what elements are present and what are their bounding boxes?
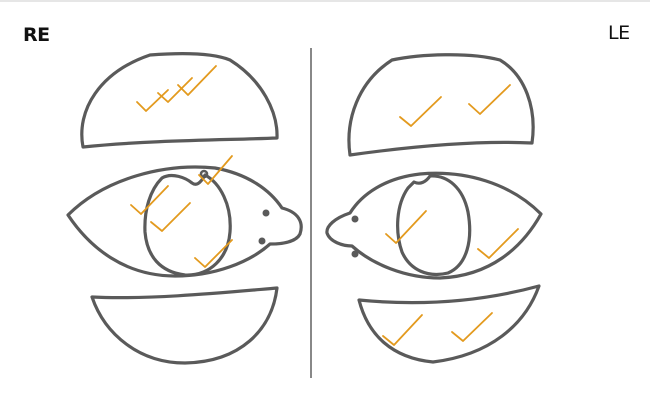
le-caruncle-dot-upper [351, 215, 359, 223]
re-upper-lid [80, 52, 279, 149]
right-eye-group [66, 52, 303, 365]
check-mark-icon [177, 65, 217, 96]
re-caruncle-dot-upper [262, 209, 270, 217]
check-mark-icon [136, 89, 169, 112]
re-iris [143, 173, 232, 277]
check-mark-icon [477, 228, 519, 259]
le-iris [396, 174, 472, 276]
le-lower-lid [357, 284, 541, 364]
left-eye-label: LE [608, 22, 630, 44]
left-eye-group [325, 53, 543, 364]
check-mark-icon [194, 239, 233, 268]
check-mark-icon [157, 77, 193, 103]
check-mark-icon [130, 185, 169, 215]
re-iris-notch [199, 169, 209, 179]
check-mark-icon [468, 84, 511, 115]
le-upper-lid [347, 53, 535, 157]
check-mark-icon [150, 202, 191, 232]
right-eye-label: RE [23, 24, 50, 46]
check-mark-icon [198, 155, 233, 185]
check-mark-icon [451, 312, 493, 342]
re-caruncle-dot-lower [258, 237, 266, 245]
re-lower-lid [90, 286, 279, 365]
check-mark-icon [399, 96, 442, 127]
le-caruncle-dot-lower [351, 250, 359, 258]
check-mark-icon [385, 210, 427, 244]
check-mark-icon [382, 314, 423, 346]
